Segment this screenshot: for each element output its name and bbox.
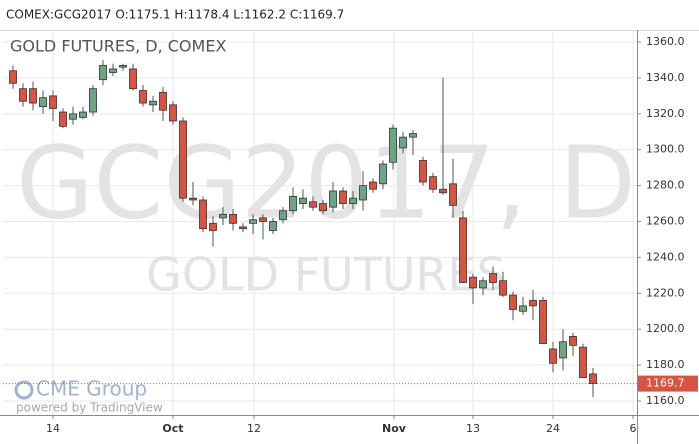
axis-labels: 1160.0 1180.0 1200.0 1220.0 1240.0 1260.0 1280…: [46, 35, 698, 435]
logo-icon: [14, 380, 34, 400]
credit: powered by TradingView: [16, 401, 163, 415]
candle-body: [529, 300, 537, 307]
candle-body: [89, 88, 97, 113]
candle-body: [59, 111, 67, 127]
candle-body: [189, 197, 197, 201]
candle-body: [409, 133, 417, 138]
candle-body: [69, 113, 77, 120]
candle-body: [429, 176, 437, 190]
x-tick-label: Nov: [382, 422, 407, 435]
candle-body: [39, 97, 47, 108]
y-tick-label: 1360.0: [646, 35, 685, 48]
chart-title: GOLD FUTURES, D, COMEX: [10, 37, 226, 56]
candle-body: [279, 210, 287, 221]
candle-body: [569, 335, 577, 346]
candle-body: [549, 348, 557, 364]
candle-body: [319, 203, 327, 212]
candle-body: [179, 120, 187, 199]
candle-body: [359, 185, 367, 201]
candle-body: [559, 341, 567, 359]
candle-body: [469, 276, 477, 289]
candle-body: [79, 111, 87, 118]
candle-body: [389, 127, 397, 163]
watermark-subtitle: GOLD FUTURES: [146, 248, 506, 302]
x-tick-label: 24: [546, 422, 560, 435]
candle-body: [419, 160, 427, 183]
y-tick-label: 1340.0: [646, 71, 685, 84]
candle-body: [49, 95, 57, 109]
y-tick-label: 1160.0: [646, 394, 685, 407]
logo: CME Group: [36, 377, 147, 401]
candle-body: [519, 305, 527, 312]
candle-body: [199, 199, 207, 230]
y-tick-label: 1300.0: [646, 143, 685, 156]
x-tick-label: 13: [466, 422, 480, 435]
candle-body: [129, 68, 137, 90]
x-tick-label: 6: [630, 422, 637, 435]
candles: [3, 59, 637, 398]
y-tick-label: 1260.0: [646, 215, 685, 228]
candle-body: [449, 183, 457, 206]
candle-body: [19, 88, 27, 102]
candle-body: [309, 201, 317, 208]
candle-body: [539, 300, 547, 344]
candle-body: [299, 197, 307, 204]
candle-body: [9, 70, 17, 84]
candle-body: [269, 221, 277, 231]
candle-body: [139, 90, 147, 104]
candle-body: [169, 104, 177, 122]
candle-body: [229, 213, 237, 224]
candle-body: [99, 64, 107, 81]
candle-body: [499, 280, 507, 296]
candle-body: [369, 181, 377, 190]
candle-body: [289, 195, 297, 212]
candle-body: [329, 190, 337, 208]
candle-body: [249, 219, 257, 224]
candle-body: [209, 222, 217, 231]
last-price-label: 1169.7: [646, 377, 685, 390]
candle-body: [159, 91, 167, 111]
candle-body: [379, 163, 387, 185]
y-tick-label: 1180.0: [646, 358, 685, 371]
candle-body: [339, 190, 347, 204]
candle-body: [439, 188, 447, 194]
candle-body: [479, 280, 487, 289]
y-tick-label: 1320.0: [646, 107, 685, 120]
x-tick-label: 14: [46, 422, 60, 435]
candle-body: [399, 136, 407, 149]
candle-body: [239, 226, 247, 230]
x-tick-label: Oct: [162, 422, 183, 435]
candle-body: [589, 373, 597, 384]
x-tick-label: 12: [247, 422, 261, 435]
y-tick-label: 1240.0: [646, 250, 685, 263]
y-tick-label: 1220.0: [646, 286, 685, 299]
candle-body: [349, 197, 357, 204]
y-tick-label: 1280.0: [646, 179, 685, 192]
last-price-box: [638, 375, 698, 392]
candle-body: [109, 68, 117, 73]
candle-body: [489, 273, 497, 283]
y-tick-label: 1200.0: [646, 322, 685, 335]
candle-body: [119, 64, 127, 68]
header: COMEX:GCG2017 O:1175.1 H:1178.4 L:1162.2…: [6, 8, 344, 22]
candle-body: [259, 217, 267, 222]
candle-body: [459, 217, 467, 283]
candle-body: [509, 294, 517, 310]
candle-body: [219, 213, 227, 219]
candle-body: [29, 88, 37, 104]
watermark: GCG2017, D: [16, 124, 636, 241]
candle-body: [579, 346, 587, 379]
candle-body: [149, 100, 157, 106]
